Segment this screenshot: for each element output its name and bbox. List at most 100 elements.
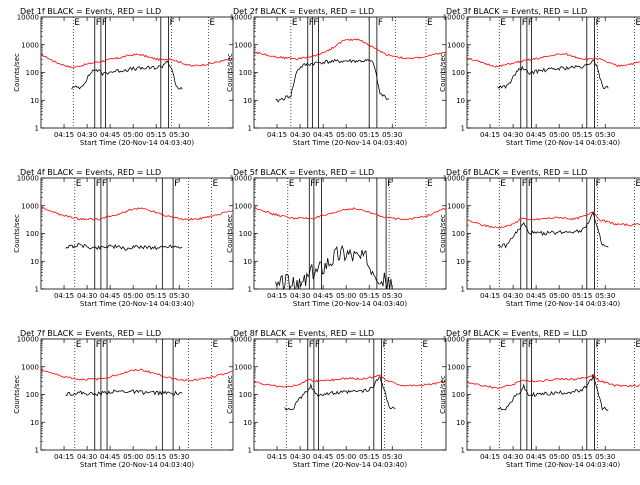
y-tick-label: 10000: [443, 14, 465, 22]
y-tick-label: 1: [35, 447, 39, 455]
segment-marker: F: [96, 340, 101, 350]
x-tick-label: 05:15: [146, 292, 166, 300]
y-tick-label: 1: [248, 125, 252, 133]
segment-marker: F: [315, 340, 320, 350]
x-tick-label: 04:15: [54, 292, 74, 300]
y-tick-label: 100: [239, 69, 252, 77]
y-tick-label: 10000: [17, 14, 39, 22]
segment-marker: E: [76, 179, 82, 189]
segment-marker: F: [595, 179, 600, 189]
x-axis-label: Start Time (20-Nov-14 04:03:40): [80, 139, 194, 147]
segment-marker: E: [76, 340, 82, 350]
lld-series-line: [466, 373, 640, 389]
x-tick-label: 05:30: [169, 292, 189, 300]
events-series-line: [275, 244, 393, 291]
x-tick-label: 04:30: [290, 292, 310, 300]
lld-series-line: [253, 374, 447, 388]
segment-marker: F: [309, 340, 314, 350]
y-tick-label: 1: [35, 125, 39, 133]
events-series-line: [497, 59, 609, 90]
segment-marker: F: [522, 340, 527, 350]
y-tick-label: 1000: [234, 202, 252, 210]
x-axis-label: Start Time (20-Nov-14 04:03:40): [293, 139, 407, 147]
segment-marker: F: [309, 18, 314, 28]
segment-marker: F: [528, 179, 533, 189]
x-tick-label: 04:15: [480, 131, 500, 139]
lld-series-line: [40, 205, 234, 221]
x-tick-label: 05:15: [572, 453, 592, 461]
x-tick-label: 04:30: [77, 131, 97, 139]
y-tick-label: 1000: [21, 363, 39, 371]
y-axis-label: Counts/sec: [13, 375, 21, 414]
x-axis-label: Start Time (20-Nov-14 04:03:40): [506, 461, 620, 469]
y-tick-label: 100: [452, 230, 465, 238]
lld-series-line: [40, 368, 233, 382]
panel-title: Det 2f BLACK = Events, RED = LLD: [233, 7, 374, 16]
detector-panel-5: Det 5f BLACK = Events, RED = LLD 1 10 100 10…: [226, 168, 447, 308]
panel-title: Det 4f BLACK = Events, RED = LLD: [20, 168, 161, 177]
segment-marker: E: [289, 179, 295, 189]
y-tick-label: 1: [248, 447, 252, 455]
plot-frame: [40, 338, 234, 451]
x-tick-label: 05:00: [336, 292, 356, 300]
lld-series-line: [253, 38, 447, 61]
y-axis-label: Counts/sec: [226, 53, 234, 92]
x-tick-label: 05:30: [382, 453, 402, 461]
events-series-line: [71, 60, 183, 90]
plot-frame: [253, 177, 447, 290]
x-tick-label: 05:15: [572, 131, 592, 139]
x-tick-label: 05:30: [169, 131, 189, 139]
x-tick-label: 04:45: [313, 292, 333, 300]
detector-panel-6: Det 6f BLACK = Events, RED = LLD 1 10 100 10…: [439, 168, 640, 308]
x-tick-label: 05:15: [359, 453, 379, 461]
y-tick-label: 10: [456, 97, 465, 105]
detector-panel-4: Det 4f BLACK = Events, RED = LLD 1 10 100 10…: [13, 168, 234, 308]
events-series-line: [497, 375, 609, 412]
segment-marker: F: [313, 18, 318, 28]
x-tick-label: 04:15: [267, 131, 287, 139]
x-tick-label: 05:15: [146, 453, 166, 461]
x-tick-label: 04:15: [54, 131, 74, 139]
y-tick-label: 100: [239, 230, 252, 238]
x-axis-label: Start Time (20-Nov-14 04:03:40): [80, 461, 194, 469]
segment-marker: E: [427, 18, 433, 28]
segment-marker: F: [310, 179, 315, 189]
y-tick-label: 10: [456, 258, 465, 266]
x-axis-label: Start Time (20-Nov-14 04:03:40): [293, 461, 407, 469]
detector-panel-2: Det 2f BLACK = Events, RED = LLD 1 10 100 10…: [226, 7, 447, 147]
y-tick-label: 100: [26, 230, 39, 238]
y-axis-label: Counts/sec: [226, 375, 234, 414]
y-tick-label: 100: [26, 69, 39, 77]
x-tick-label: 04:30: [503, 292, 523, 300]
x-tick-label: 04:15: [480, 453, 500, 461]
y-tick-label: 1000: [21, 41, 39, 49]
y-tick-label: 1: [248, 286, 252, 294]
y-tick-label: 10: [243, 97, 252, 105]
segment-marker: F: [169, 18, 174, 28]
segment-marker: E: [212, 340, 218, 350]
segment-marker: F: [382, 340, 387, 350]
plot-frame: [40, 16, 234, 129]
events-series-line: [497, 211, 609, 249]
y-axis-label: Counts/sec: [13, 53, 21, 92]
segment-marker: E: [635, 18, 640, 28]
y-tick-label: 10: [456, 419, 465, 427]
x-tick-label: 05:30: [169, 453, 189, 461]
lld-series-line: [253, 206, 447, 221]
detector-panel-1: Det 1f BLACK = Events, RED = LLD 1 10 100 10…: [13, 7, 234, 147]
x-axis-label: Start Time (20-Nov-14 04:03:40): [293, 300, 407, 308]
x-axis-label: Start Time (20-Nov-14 04:03:40): [80, 300, 194, 308]
y-tick-label: 1: [461, 286, 465, 294]
segment-marker: E: [500, 340, 506, 350]
events-series-line: [65, 389, 183, 397]
panel-title: Det 5f BLACK = Events, RED = LLD: [233, 168, 374, 177]
y-tick-label: 1000: [447, 363, 465, 371]
plot-frame: [466, 177, 640, 290]
y-tick-label: 1000: [21, 202, 39, 210]
y-tick-label: 10: [30, 258, 39, 266]
segment-marker: F: [96, 18, 101, 28]
x-tick-label: 04:45: [526, 292, 546, 300]
segment-marker: F: [528, 340, 533, 350]
x-tick-label: 05:00: [123, 292, 143, 300]
plot-frame: [253, 338, 447, 451]
